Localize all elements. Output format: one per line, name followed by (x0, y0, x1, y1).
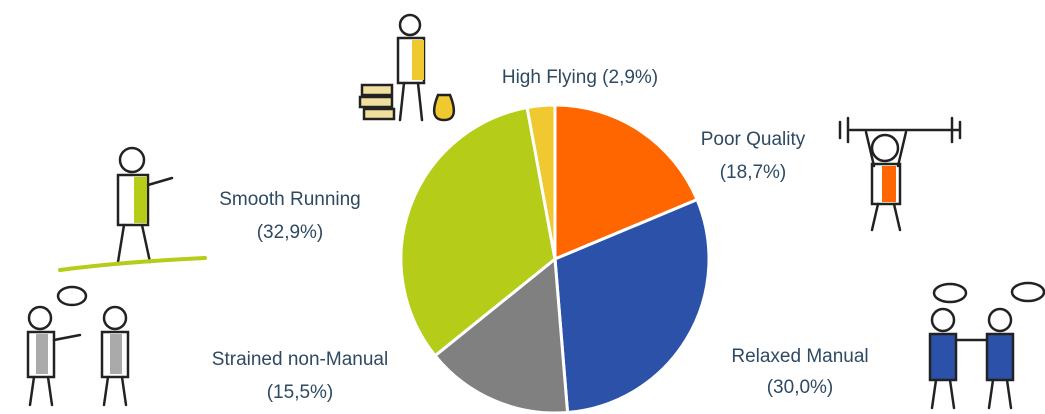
category-label: Poor Quality (701, 129, 806, 150)
illustration-high-flying (360, 15, 454, 120)
category-label: Relaxed Manual (731, 346, 868, 367)
chart: Poor Quality (18,7%) Relaxed Manual (30,0%)… (0, 0, 1045, 414)
illustration-poor-quality (840, 118, 960, 230)
category-label: High Flying (502, 67, 597, 88)
illustration-smooth-running (60, 148, 205, 270)
page: Poor Quality (18,7%) Relaxed Manual (30,0%)… (0, 0, 1045, 414)
category-label: Strained non-Manual (212, 349, 388, 370)
value-label: (32,9%) (257, 222, 324, 243)
value-label: (15,5%) (267, 382, 334, 403)
slice-label: High Flying (2,9%) (502, 67, 658, 88)
value-label: (30,0%) (767, 377, 834, 398)
illustration-relaxed-manual (930, 283, 1044, 408)
value-label: (2,9%) (602, 67, 658, 88)
value-label: (18,7%) (720, 162, 787, 183)
illustration-strained-non-manual (28, 287, 128, 405)
category-label: Smooth Running (219, 189, 361, 210)
